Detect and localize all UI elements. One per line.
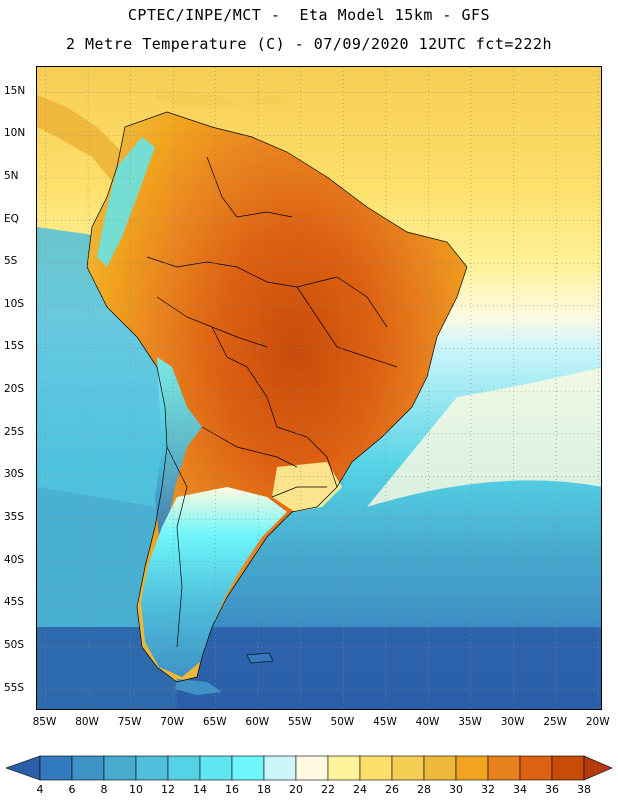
map-canvas (37, 67, 601, 709)
colorbar-tick-label: 16 (225, 783, 239, 796)
lat-tick-label: 25S (4, 425, 25, 438)
lat-tick-label: 30S (4, 468, 25, 481)
lon-tick-label: 50W (330, 716, 355, 728)
central-andes (155, 357, 202, 537)
lon-tick-label: 65W (202, 716, 227, 728)
colorbar-tick-label: 30 (449, 783, 463, 796)
lon-tick-label: 45W (373, 716, 397, 728)
colorbar-tick-label: 18 (257, 783, 271, 796)
lon-tick-label: 80W (75, 716, 99, 728)
colorbar-swatch (551, 755, 585, 781)
falkland-islands (246, 652, 274, 664)
colorbar-swatch (135, 755, 169, 781)
colorbar-tick-label: 36 (545, 783, 559, 796)
colorbar-tick-label: 26 (385, 783, 399, 796)
colorbar-swatch (295, 755, 329, 781)
lat-tick-label: 10N (4, 127, 26, 140)
colorbar-swatch (327, 755, 361, 781)
map-subtitle: 2 Metre Temperature (C) - 07/09/2020 12U… (65, 35, 553, 53)
country-borders (86, 111, 468, 683)
colorbar-tick-label: 34 (513, 783, 527, 796)
temperature-colorbar (5, 755, 613, 781)
lon-tick-label: 20W (585, 716, 610, 728)
lon-tick-label: 60W (245, 716, 270, 728)
colorbar-swatch (391, 755, 425, 781)
colorbar-swatch (263, 755, 297, 781)
lon-tick-label: 35W (458, 716, 482, 728)
lon-tick-label: 70W (160, 716, 185, 728)
lon-tick-label: 55W (287, 716, 312, 728)
colorbar-tick-label: 24 (353, 783, 367, 796)
colorbar-tick-label: 6 (68, 783, 76, 796)
colorbar-tick-label: 4 (36, 783, 44, 796)
lat-tick-label: 20S (4, 383, 25, 396)
colorbar-tick-label: 22 (321, 783, 335, 796)
colorbar-swatch (455, 755, 489, 781)
colorbar-arrow-low (5, 755, 41, 781)
lat-tick-label: 45S (4, 596, 25, 609)
colorbar-swatch (487, 755, 521, 781)
colorbar-swatch (231, 755, 265, 781)
colorbar-tick-label: 28 (417, 783, 431, 796)
colorbar-tick-label: 20 (289, 783, 303, 796)
map-graticule (37, 67, 601, 709)
colorbar-swatch (199, 755, 233, 781)
southern-ocean (37, 627, 601, 709)
lon-tick-label: 25W (543, 716, 568, 728)
temperature-map (36, 66, 602, 710)
colorbar-swatch (167, 755, 201, 781)
lat-tick-label: 40S (4, 553, 25, 566)
lon-tick-label: 85W (32, 716, 57, 728)
lat-tick-label: 35S (4, 511, 25, 524)
northern-andes (97, 137, 155, 267)
map-title: CPTEC/INPE/MCT - Eta Model 15km - GFS (127, 6, 491, 24)
colorbar-swatch (103, 755, 137, 781)
lat-tick-label: 5S (4, 255, 18, 268)
colorbar-tick-label: 14 (193, 783, 207, 796)
colorbar-swatch (519, 755, 553, 781)
lat-tick-label: 5N (4, 169, 19, 182)
colorbar-arrow-high (583, 755, 613, 781)
lat-tick-label: 50S (4, 639, 25, 652)
colorbar-swatch (359, 755, 393, 781)
colorbar-swatch (71, 755, 105, 781)
lat-tick-label: 10S (4, 297, 25, 310)
colorbar-tick-label: 10 (129, 783, 143, 796)
lat-tick-label: 15N (4, 84, 26, 97)
lat-tick-label: 15S (4, 340, 25, 353)
tierra-del-fuego (175, 679, 222, 695)
lon-tick-label: 40W (415, 716, 440, 728)
colorbar-swatch (423, 755, 457, 781)
colorbar-swatch (39, 755, 73, 781)
atlantic-warm-zone (367, 367, 601, 507)
lon-tick-label: 75W (117, 716, 142, 728)
colorbar-tick-label: 32 (481, 783, 495, 796)
lat-tick-label: EQ (4, 212, 19, 225)
lat-tick-label: 55S (4, 681, 25, 694)
colorbar-tick-label: 8 (100, 783, 108, 796)
colorbar-tick-label: 38 (577, 783, 591, 796)
colorbar-tick-label: 12 (161, 783, 175, 796)
lon-tick-label: 30W (500, 716, 525, 728)
caribbean-islands (155, 87, 292, 107)
